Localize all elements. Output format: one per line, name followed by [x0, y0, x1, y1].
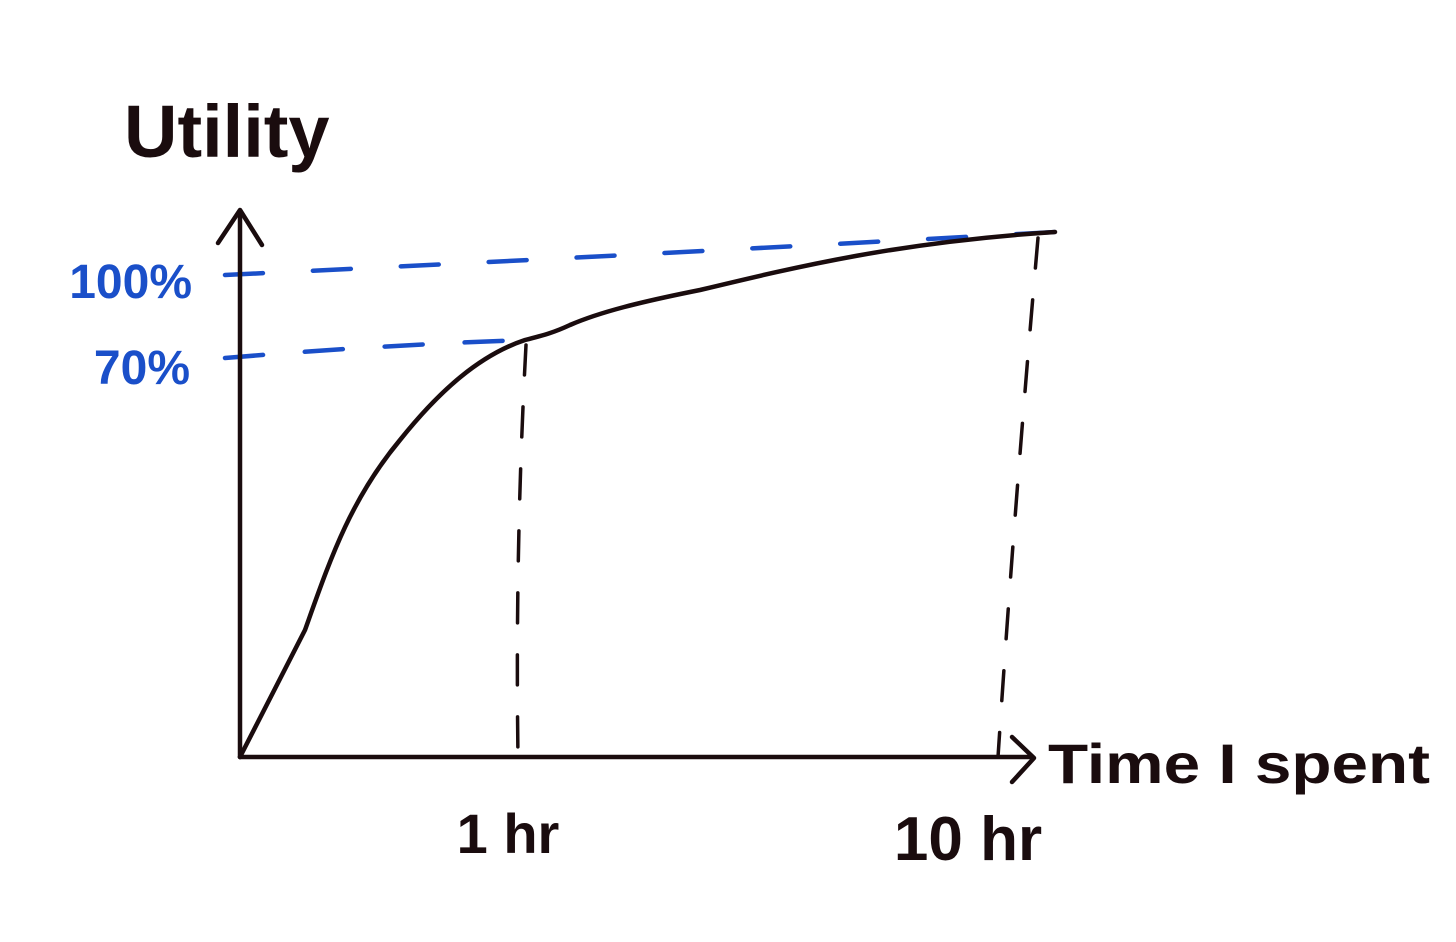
x-label: 10 hr	[894, 805, 1042, 874]
utility-curve	[237, 229, 1058, 760]
x-label: 1 hr	[457, 802, 560, 865]
title: Utility	[124, 90, 330, 173]
y-axis-arrow	[215, 207, 265, 248]
guide-70	[222, 337, 528, 361]
y-label: 70%	[94, 342, 190, 395]
guide-100	[222, 229, 1058, 278]
guide-1hr	[515, 343, 528, 759]
x-axis-arrow	[1009, 734, 1037, 785]
guide-10hr	[996, 236, 1040, 759]
y-label: 100%	[69, 256, 192, 309]
x-axis-label: Time I spent	[1048, 732, 1430, 795]
